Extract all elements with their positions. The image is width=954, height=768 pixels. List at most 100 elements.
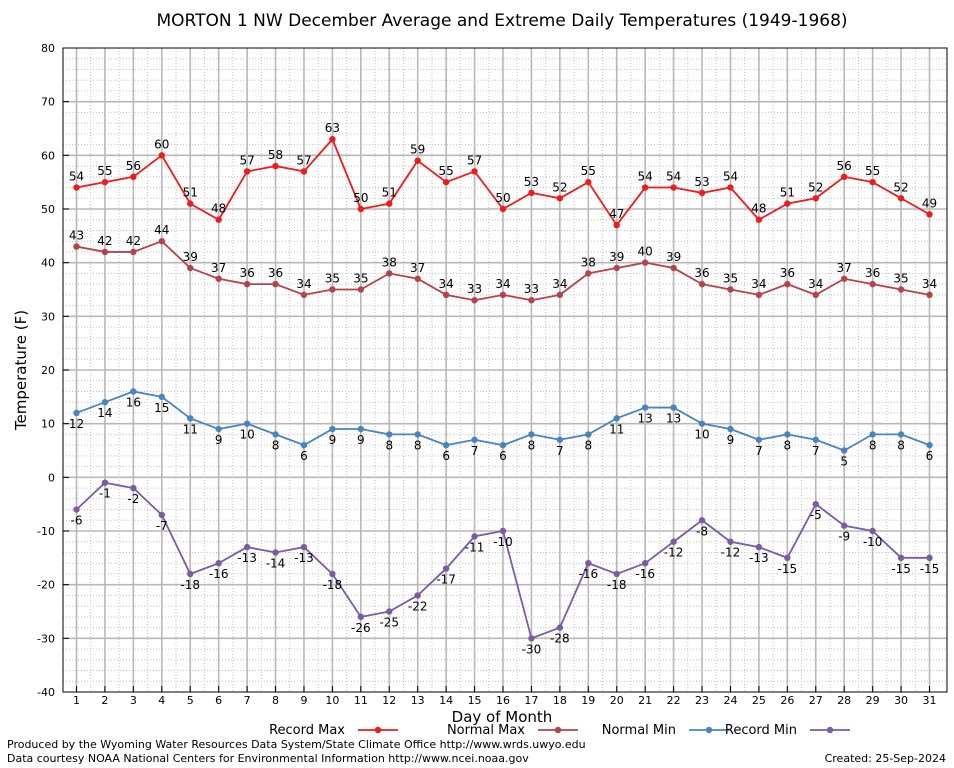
data-point bbox=[698, 517, 706, 524]
data-point bbox=[528, 297, 535, 304]
data-point bbox=[130, 173, 137, 180]
data-label: -5 bbox=[810, 508, 822, 522]
data-label: -16 bbox=[578, 567, 598, 581]
data-label: 9 bbox=[357, 433, 365, 447]
legend-item: Record Min bbox=[725, 723, 850, 738]
data-label: 56 bbox=[837, 159, 852, 173]
data-point bbox=[727, 184, 734, 191]
data-point bbox=[499, 441, 507, 449]
data-point bbox=[784, 200, 791, 207]
data-label: 36 bbox=[268, 266, 283, 280]
data-point bbox=[158, 393, 165, 401]
data-label: 8 bbox=[272, 438, 280, 452]
data-label: 43 bbox=[69, 229, 84, 243]
data-label: 35 bbox=[723, 272, 738, 286]
data-point bbox=[641, 560, 649, 567]
data-point bbox=[300, 291, 308, 299]
data-label: 8 bbox=[414, 438, 422, 452]
data-label: 9 bbox=[727, 433, 735, 447]
data-point bbox=[585, 431, 592, 438]
data-label: 33 bbox=[467, 282, 482, 296]
x-tick-label: 18 bbox=[553, 694, 567, 707]
chart-title: MORTON 1 NW December Average and Extreme… bbox=[156, 11, 847, 31]
data-point bbox=[841, 447, 848, 454]
y-tick-label: -10 bbox=[37, 525, 55, 538]
x-tick-label: 28 bbox=[837, 694, 851, 707]
data-label: -2 bbox=[127, 492, 139, 506]
y-tick-label: -20 bbox=[37, 579, 55, 592]
data-label: 39 bbox=[666, 250, 681, 264]
data-label: 39 bbox=[609, 250, 624, 264]
data-label: 54 bbox=[638, 170, 653, 184]
data-label: -28 bbox=[550, 632, 570, 646]
x-tick-label: 6 bbox=[215, 694, 222, 707]
data-point bbox=[670, 404, 677, 411]
data-point bbox=[215, 216, 222, 223]
data-point bbox=[585, 178, 592, 186]
data-point bbox=[556, 291, 564, 299]
data-label: -18 bbox=[180, 578, 200, 592]
data-point bbox=[130, 248, 137, 256]
data-label: 42 bbox=[97, 234, 112, 248]
series-record-min: -6 -1 -2 -7 -18 -16 -13 -14 -13 -18 -26 -25 -22 -17 -1… bbox=[71, 479, 939, 656]
x-tick-label: 5 bbox=[187, 694, 194, 707]
data-label: 44 bbox=[154, 223, 169, 237]
data-label: 36 bbox=[694, 266, 709, 280]
data-label: -7 bbox=[156, 519, 168, 533]
data-label: 9 bbox=[329, 433, 337, 447]
data-label: -13 bbox=[294, 551, 314, 565]
data-label: -1 bbox=[99, 487, 111, 501]
data-label: -16 bbox=[209, 567, 229, 581]
data-point bbox=[414, 431, 421, 438]
x-tick-label: 10 bbox=[325, 694, 339, 707]
data-point bbox=[585, 270, 592, 277]
data-point bbox=[272, 280, 279, 288]
data-point bbox=[101, 248, 109, 256]
data-point bbox=[187, 570, 194, 578]
data-point bbox=[158, 238, 165, 245]
legend-label: Normal Max bbox=[447, 723, 525, 738]
data-label: 50 bbox=[495, 191, 510, 205]
data-label: 37 bbox=[211, 261, 226, 275]
data-point bbox=[414, 592, 421, 599]
data-label: 52 bbox=[893, 180, 908, 194]
y-axis-label: Temperature (F) bbox=[12, 310, 30, 431]
x-tick-label: 27 bbox=[809, 694, 823, 707]
data-label: 37 bbox=[837, 261, 852, 275]
x-tick-label: 1 bbox=[73, 694, 80, 707]
data-label: 34 bbox=[552, 277, 567, 291]
data-label: 35 bbox=[353, 272, 368, 286]
data-label: 59 bbox=[410, 143, 425, 157]
x-tick-label: 4 bbox=[158, 694, 165, 707]
data-label: 54 bbox=[666, 170, 681, 184]
data-point bbox=[73, 506, 80, 513]
data-label: 51 bbox=[183, 186, 198, 200]
data-label: 8 bbox=[528, 438, 536, 452]
data-point bbox=[784, 280, 791, 288]
data-point bbox=[727, 425, 734, 433]
data-label: 6 bbox=[926, 449, 934, 463]
x-tick-label: 14 bbox=[439, 694, 453, 707]
data-point bbox=[926, 554, 933, 562]
data-point bbox=[215, 560, 222, 567]
data-point bbox=[755, 216, 763, 223]
data-point bbox=[556, 195, 564, 202]
data-point bbox=[357, 286, 365, 293]
data-label: -15 bbox=[891, 562, 911, 576]
data-label: -18 bbox=[607, 578, 627, 592]
data-point bbox=[243, 543, 251, 551]
data-point bbox=[386, 608, 393, 615]
data-label: -22 bbox=[408, 599, 428, 613]
data-point bbox=[158, 511, 165, 519]
data-label: -15 bbox=[778, 562, 798, 576]
data-label: 37 bbox=[410, 261, 425, 275]
data-point bbox=[329, 286, 336, 293]
data-point bbox=[869, 431, 876, 438]
data-point bbox=[442, 565, 450, 572]
data-label: 35 bbox=[325, 272, 340, 286]
data-point bbox=[869, 527, 876, 535]
footer-credit-line2: Data courtesy NOAA National Centers for … bbox=[7, 752, 529, 765]
data-label: 49 bbox=[922, 196, 937, 210]
data-label: 56 bbox=[126, 159, 141, 173]
data-label: 52 bbox=[552, 180, 567, 194]
